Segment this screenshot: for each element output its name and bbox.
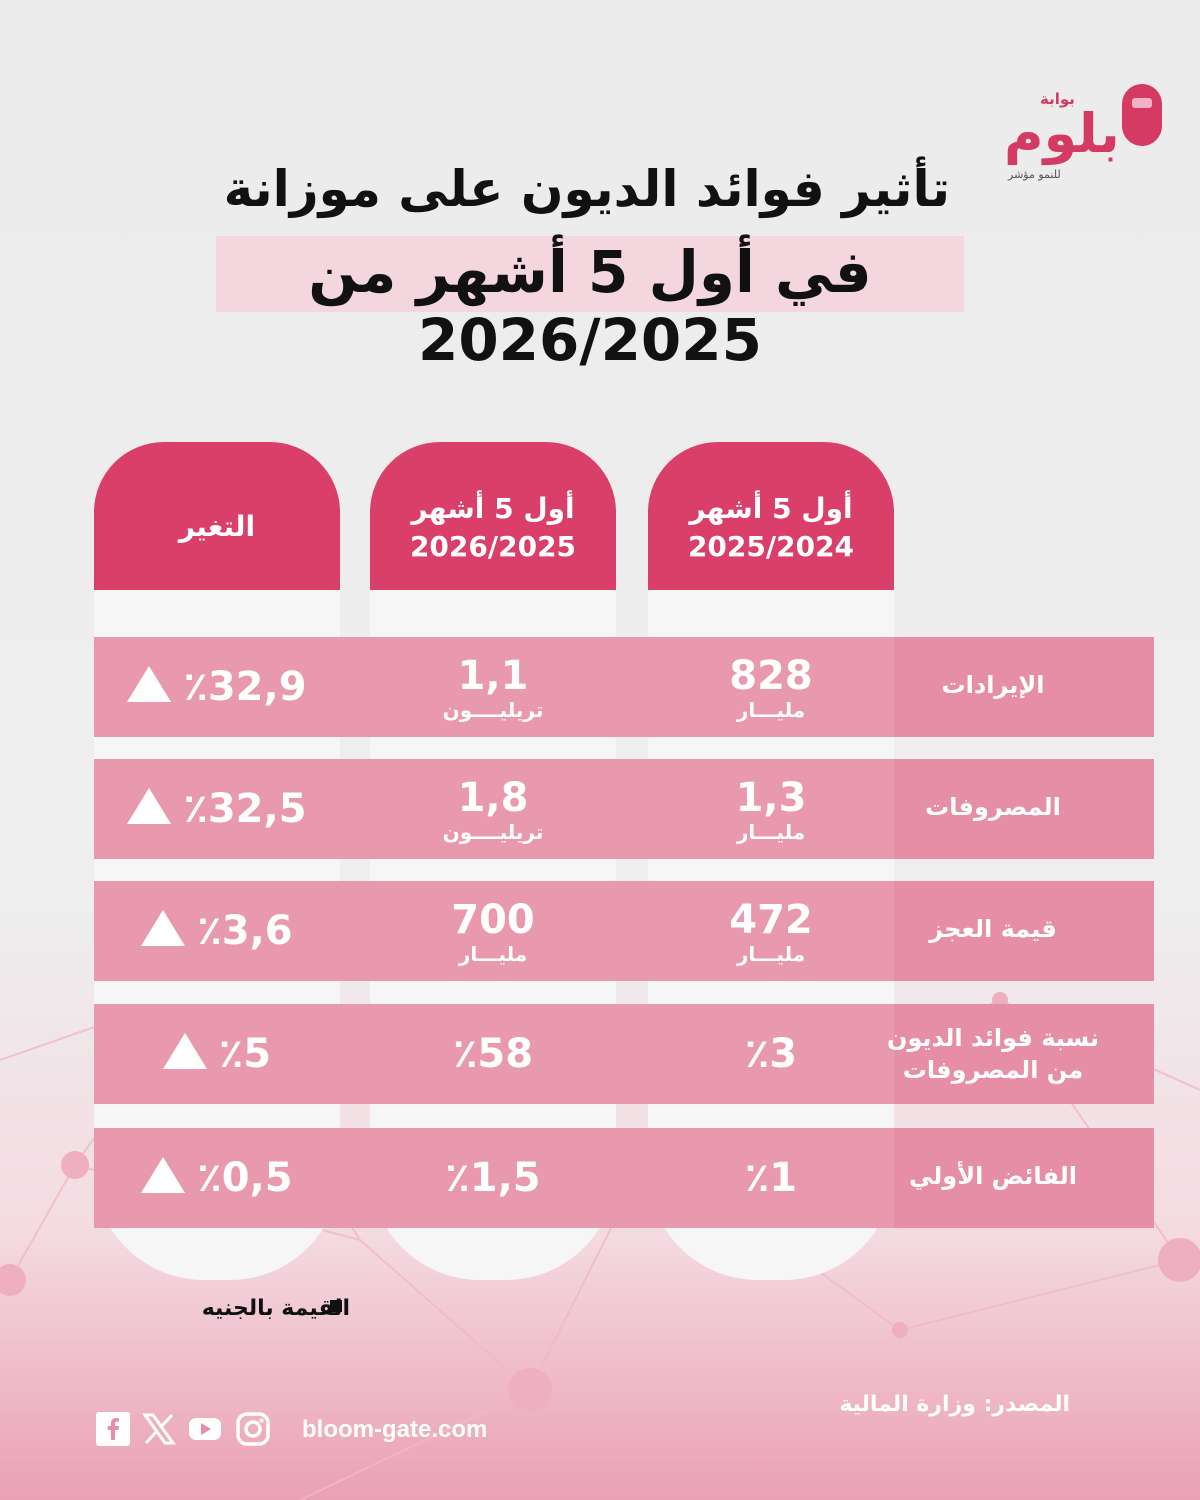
cell-current-value: ٪1,5	[445, 1155, 541, 1201]
cell-current: 1,1 تريليــــون	[370, 653, 616, 721]
cell-change: ٪3,6	[94, 881, 340, 981]
cell-current: ٪58	[370, 1004, 616, 1104]
column-header-change: التغير	[94, 442, 340, 590]
row-label: الإيرادات	[941, 671, 1045, 699]
cell-previous-value: 1,3	[735, 775, 807, 821]
cell-previous-unit: مليـــار	[736, 942, 806, 966]
cell-change: ٪32,9	[94, 637, 340, 737]
table-row-expenses: المصروفات 1,3 مليـــار 1,8 تريليــــون ٪…	[94, 759, 1154, 859]
cell-change-value: ٪0,5	[197, 1155, 293, 1201]
cell-change: ٪5	[94, 1004, 340, 1104]
increase-triangle-icon	[127, 666, 172, 702]
table-row-revenues: الإيرادات 828 مليـــار 1,1 تريليــــون ٪…	[94, 637, 1154, 737]
cell-current-value: ٪58	[452, 1031, 534, 1077]
cell-previous-unit: مليـــار	[736, 820, 806, 844]
brand-name: بلوم	[1004, 102, 1122, 165]
column-header-current-year: 2026/2025	[409, 530, 577, 563]
cell-current-value: 700	[451, 897, 535, 943]
cell-current: 700 مليـــار	[370, 897, 616, 965]
cell-current-unit: تريليــــون	[442, 820, 544, 844]
cell-change-value: ٪32,9	[183, 664, 307, 710]
row-label-cell	[894, 759, 1154, 859]
row-label-cell	[894, 1128, 1154, 1228]
cell-current-value: 1,8	[457, 775, 529, 821]
row-label: الفائض الأولي	[909, 1162, 1077, 1190]
row-label-cell	[894, 1004, 1154, 1104]
row-label-cell	[894, 881, 1154, 981]
brand-tagline: للنمو مؤشر	[1008, 168, 1061, 181]
column-header-change-label: التغير	[178, 510, 256, 543]
increase-triangle-icon	[141, 1157, 186, 1193]
cell-current-value: 1,1	[457, 653, 529, 699]
cell-previous: 1,3 مليـــار	[648, 775, 894, 843]
row-label-line2: من المصروفات	[902, 1056, 1084, 1084]
row-label-line1: نسبة فوائد الديون	[886, 1024, 1099, 1052]
column-header-previous-period: أول 5 أشهر	[689, 492, 853, 525]
instagram-icon[interactable]	[236, 1412, 270, 1446]
source-credit: المصدر: وزارة المالية	[839, 1392, 1070, 1417]
cell-previous-value: 472	[729, 897, 813, 943]
microphone-icon	[1122, 84, 1162, 146]
cell-current: ٪1,5	[370, 1128, 616, 1228]
subtitle-highlight	[216, 236, 964, 312]
cell-change-value: ٪32,5	[183, 786, 307, 832]
x-icon[interactable]	[142, 1412, 176, 1446]
increase-triangle-icon	[141, 910, 186, 946]
cell-previous: ٪1	[648, 1128, 894, 1228]
cell-previous-unit: مليـــار	[736, 698, 806, 722]
table-row-deficit: قيمة العجز 472 مليـــار 700 مليـــار ٪3,…	[94, 881, 1154, 981]
table-row-primary-surplus: الفائض الأولي ٪1 ٪1,5 ٪0,5	[94, 1128, 1154, 1228]
increase-triangle-icon	[127, 788, 172, 824]
column-header-current-period: أول 5 أشهر	[411, 492, 575, 525]
row-label-cell	[894, 637, 1154, 737]
microphone-detail	[1132, 98, 1152, 108]
cell-change-value: ٪3,6	[197, 908, 293, 954]
cell-current-unit: تريليــــون	[442, 698, 544, 722]
currency-note: القيمة بالجنيه	[201, 1296, 350, 1321]
cell-previous: 828 مليـــار	[648, 653, 894, 721]
cell-change: ٪0,5	[94, 1128, 340, 1228]
cell-previous-value: 828	[729, 653, 813, 699]
column-header-previous: أول 5 أشهر 2025/2024	[648, 442, 894, 590]
cell-change-value: ٪5	[218, 1031, 272, 1077]
cell-current-unit: مليـــار	[458, 942, 528, 966]
cell-previous: ٪3	[648, 1004, 894, 1104]
column-header-current: أول 5 أشهر 2026/2025	[370, 442, 616, 590]
row-label: المصروفات	[925, 793, 1061, 821]
row-label: نسبة فوائد الديون من المصروفات	[878, 1022, 1108, 1086]
brand-prefix: بوابة	[1040, 90, 1075, 108]
youtube-icon[interactable]	[188, 1412, 222, 1446]
cell-previous-value: ٪3	[744, 1031, 798, 1077]
note-bullet-icon	[330, 1300, 342, 1312]
cell-change: ٪32,5	[94, 759, 340, 859]
cell-current: 1,8 تريليــــون	[370, 775, 616, 843]
column-header-previous-year: 2025/2024	[687, 530, 855, 563]
website-link[interactable]: bloom-gate.com	[302, 1416, 488, 1443]
table-row-interest-share: نسبة فوائد الديون من المصروفات ٪3 ٪58 ٪5	[94, 1004, 1154, 1104]
cell-previous: 472 مليـــار	[648, 897, 894, 965]
row-label: قيمة العجز	[929, 915, 1057, 943]
cell-previous-value: ٪1	[744, 1155, 798, 1201]
facebook-icon[interactable]	[96, 1412, 130, 1446]
increase-triangle-icon	[162, 1033, 207, 1069]
page-subtitle: في أول 5 أشهر من 2026/2025	[308, 238, 872, 374]
